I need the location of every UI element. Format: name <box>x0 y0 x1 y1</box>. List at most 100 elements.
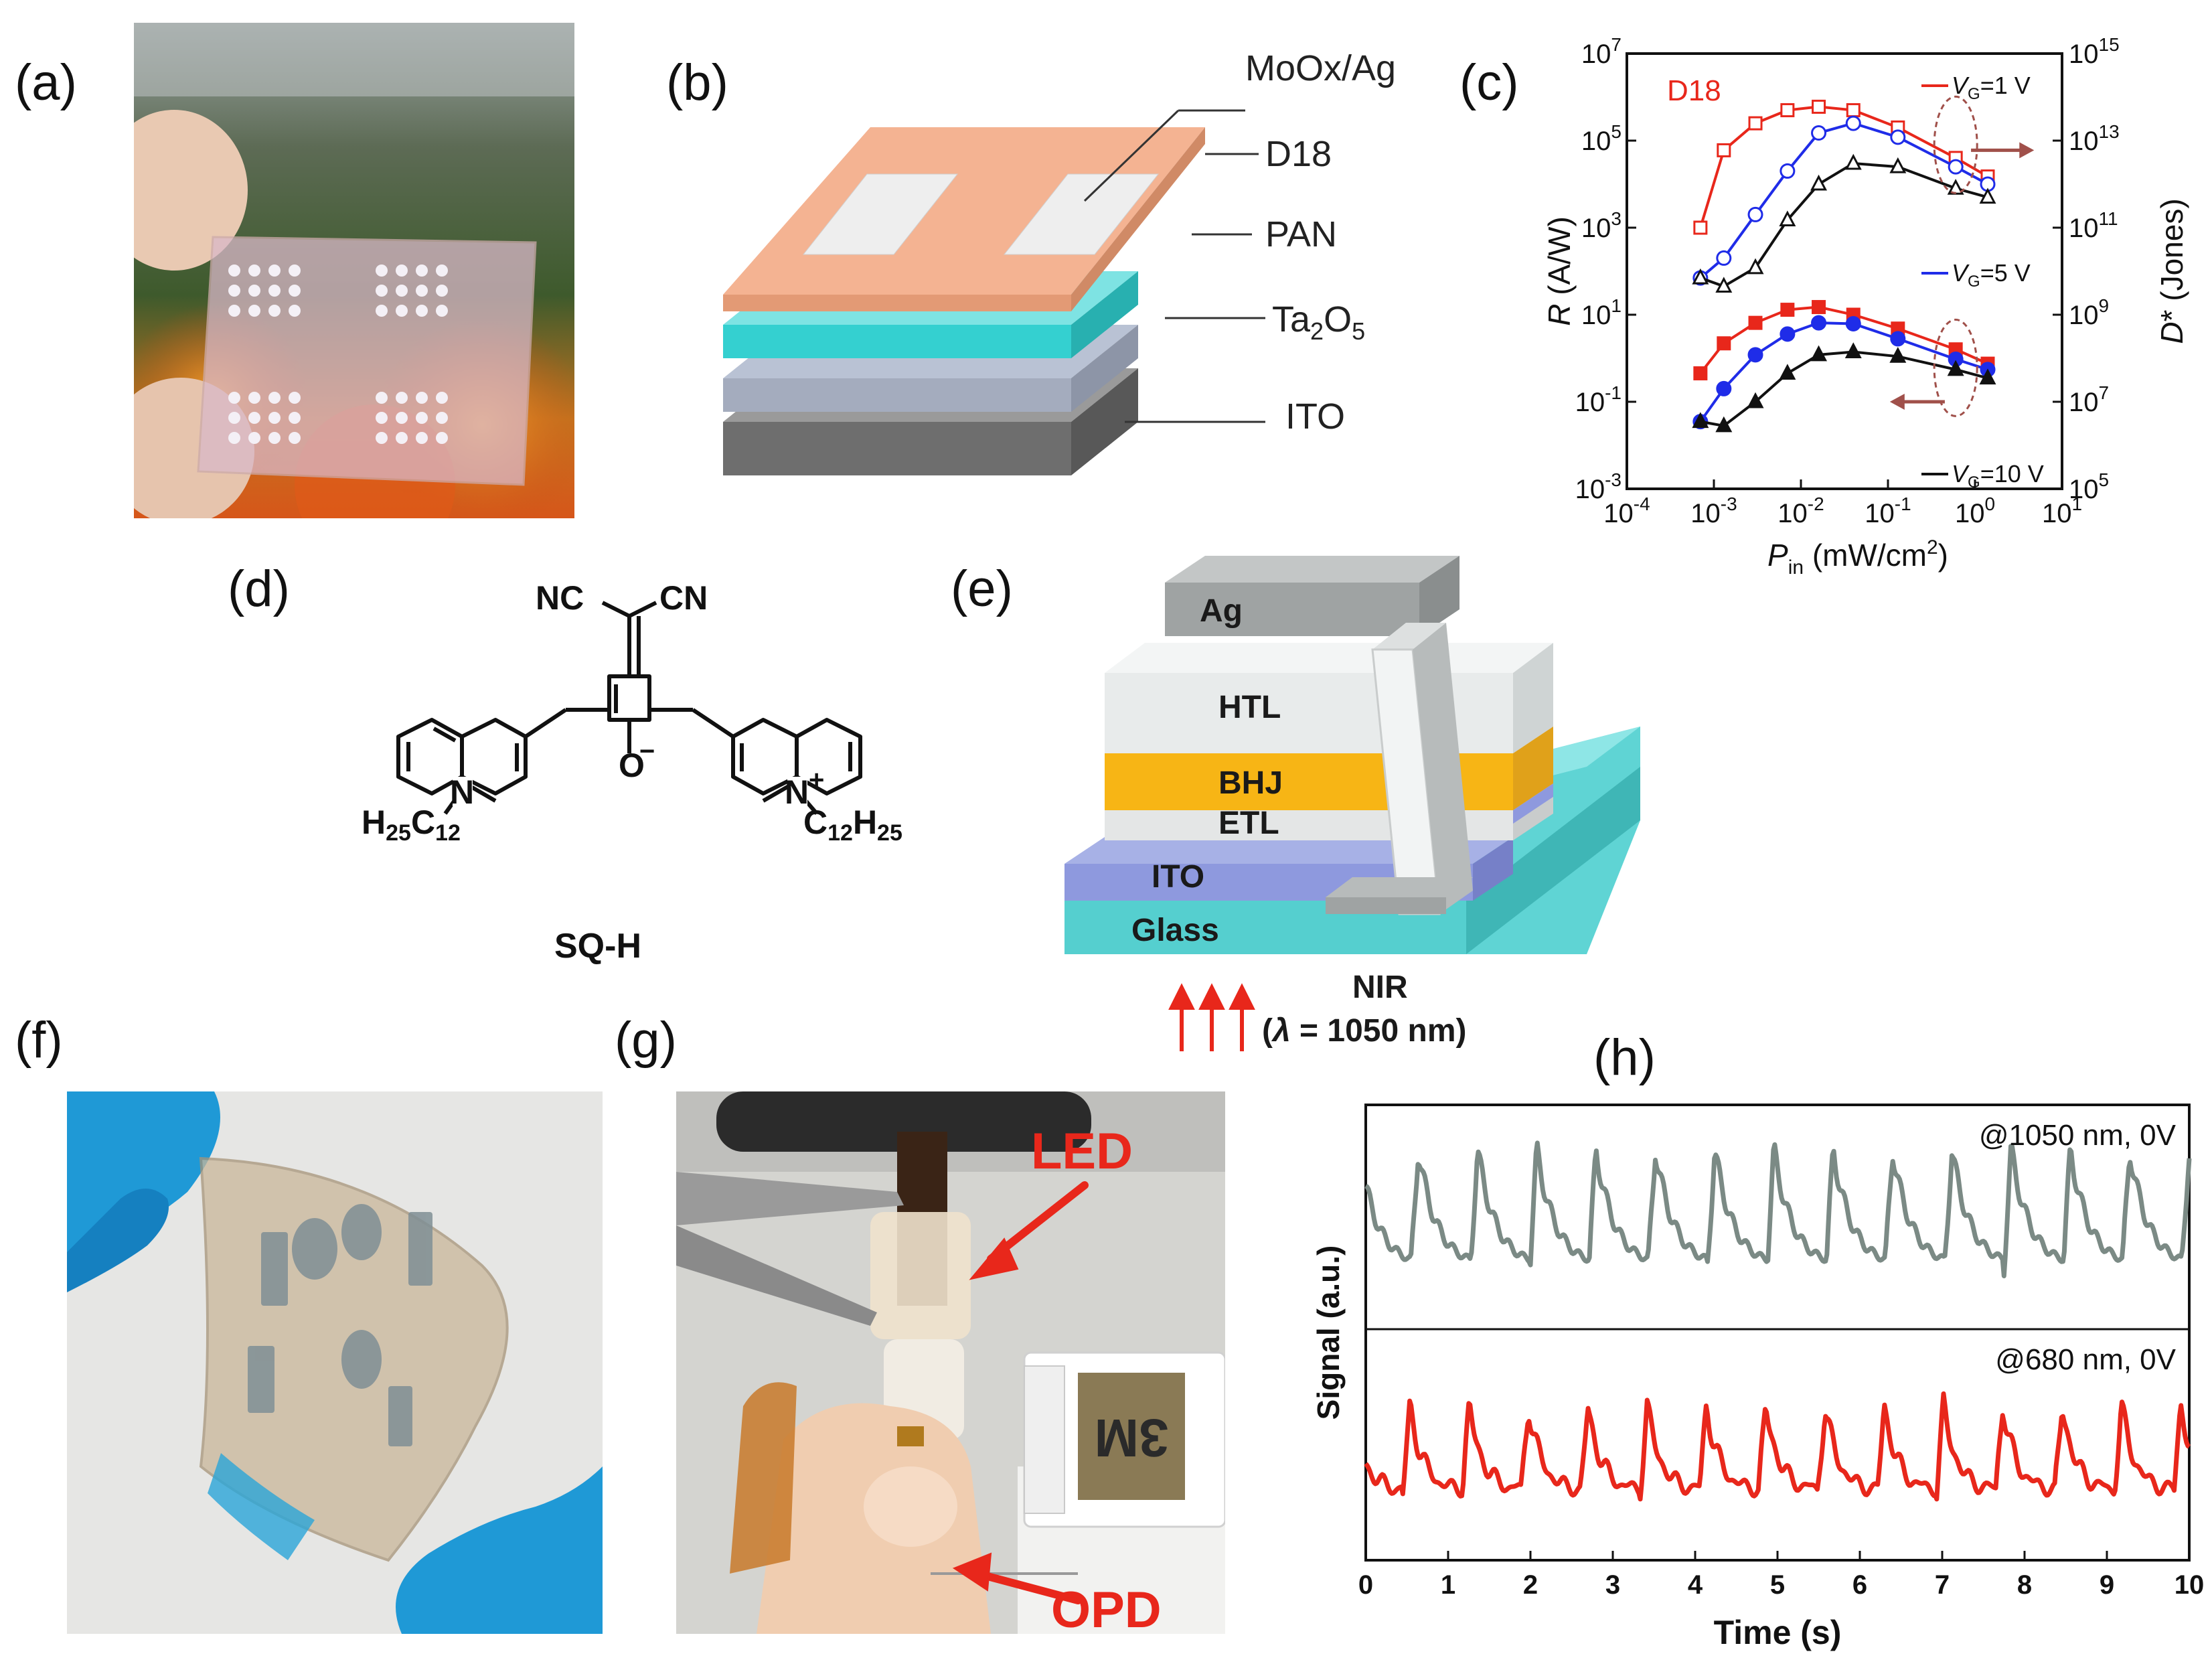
x-tick-label: 3 <box>1605 1570 1620 1600</box>
y-tick-label: 10-3 <box>1575 469 1622 504</box>
device-pixel <box>376 432 388 444</box>
data-point <box>1846 103 1861 118</box>
atom-cn: CN <box>659 579 708 617</box>
device-pixel <box>268 412 281 424</box>
data-point <box>1889 347 1907 363</box>
device-pixel <box>416 432 428 444</box>
device-pixel <box>436 432 448 444</box>
data-point <box>1844 342 1862 359</box>
device-pixel <box>289 305 301 317</box>
x-tick-label: 4 <box>1688 1570 1703 1600</box>
device-pixel <box>416 392 428 404</box>
data-point <box>1780 303 1795 317</box>
device-pixel <box>376 285 388 297</box>
device-pixel <box>228 432 240 444</box>
3m-tape <box>1078 1373 1185 1500</box>
panel-label-h: (h) <box>1593 1029 1656 1086</box>
data-point <box>1845 115 1861 131</box>
y-tick-label: 101 <box>1581 295 1622 330</box>
data-point <box>1812 300 1826 315</box>
data-point <box>1780 326 1796 342</box>
y2-tick-label: 105 <box>2069 469 2109 504</box>
data-point <box>1779 210 1796 227</box>
electrode-left <box>802 173 959 255</box>
device-pixel <box>268 432 281 444</box>
annotation-ellipse <box>1933 318 1978 417</box>
x-tick-label: 8 <box>2017 1570 2032 1600</box>
x-tick-label: 10-4 <box>1603 494 1650 528</box>
annotation-ellipse <box>1933 95 1978 194</box>
data-point <box>1811 315 1827 331</box>
device-pixel <box>268 264 281 277</box>
device-pixel <box>396 392 408 404</box>
data-point <box>1693 366 1708 381</box>
plot-frame <box>1626 52 2063 490</box>
device-pixel <box>228 412 240 424</box>
atom-o: O <box>619 747 645 784</box>
trace-label: @1050 nm, 0V <box>1979 1119 2177 1152</box>
opd-label: OPD <box>1051 1582 1162 1634</box>
data-point <box>1812 99 1826 114</box>
device-pixel <box>416 412 428 424</box>
y2-tick-label: 1011 <box>2069 208 2118 243</box>
device-pixel <box>248 264 260 277</box>
label-pan: PAN <box>1265 214 1337 254</box>
device-pixel <box>436 285 448 297</box>
panel-label-e: (e) <box>951 560 1013 617</box>
x-axis-label: Time (s) <box>1714 1614 1842 1651</box>
led-holder <box>870 1212 971 1339</box>
label-bhj: BHJ <box>1218 765 1283 801</box>
y-tick-label: 10-1 <box>1575 382 1622 417</box>
device-pixel <box>289 264 301 277</box>
label-ito: ITO <box>1285 396 1345 437</box>
nir-arrows <box>1168 983 1255 1051</box>
layer-d18 <box>723 127 1205 295</box>
panel-label-b: (b) <box>666 54 728 111</box>
x-tick-label: 10 <box>2175 1570 2205 1600</box>
y2-tick-label: 1015 <box>2069 34 2120 69</box>
chart-title: D18 <box>1667 74 1721 107</box>
led-label: LED <box>1031 1123 1133 1180</box>
data-point <box>1748 116 1763 131</box>
data-point <box>1889 157 1907 173</box>
device-pixel <box>289 285 301 297</box>
device-pixel <box>396 305 408 317</box>
probe-housing <box>716 1091 1091 1152</box>
y2-tick-label: 1013 <box>2069 121 2120 156</box>
data-point <box>1948 159 1964 175</box>
data-point <box>1748 315 1763 330</box>
device-pixel <box>248 412 260 424</box>
device-pixel <box>228 305 240 317</box>
data-point <box>1716 380 1732 396</box>
chart-signal: 0 1 2 3 4 5 6 7 8 9 10 Time (s) Signal (a.u.) @1050 n… <box>1311 1104 2205 1651</box>
atom-minus: − <box>639 737 655 766</box>
x-tick-label: 6 <box>1852 1570 1867 1600</box>
glove-top <box>67 1091 220 1252</box>
device-pixel <box>416 285 428 297</box>
device-pixel <box>268 305 281 317</box>
annotation-arrow-head <box>2019 142 2035 159</box>
panel-label-f: (f) <box>15 1012 63 1069</box>
series-line <box>1700 350 1988 428</box>
device-pixel <box>289 412 301 424</box>
x-axis-label: Pin (mW/cm2) <box>1767 536 1948 579</box>
device-pixel <box>376 392 388 404</box>
chart-responsivity: 10-4 10-3 10-2 10-1 100 10110-310-11011031051… <box>1542 34 2189 579</box>
label-glass: Glass <box>1131 913 1219 948</box>
label-wavelength: (λ = 1050 nm) <box>1262 1013 1467 1049</box>
label-moox-ag: MoOx/Ag <box>1245 48 1396 88</box>
label-ag: Ag <box>1200 593 1243 629</box>
label-nir: NIR <box>1352 970 1408 1005</box>
x-tick-label: 0 <box>1358 1570 1373 1600</box>
data-point <box>1747 347 1763 363</box>
panel-label-d: (d) <box>228 560 290 617</box>
device-pixel <box>396 285 408 297</box>
data-point <box>1692 268 1709 285</box>
annotation-arrow-head <box>1889 394 1905 410</box>
device-pixel <box>436 392 448 404</box>
device-pixel <box>396 432 408 444</box>
x-tick-label: 9 <box>2100 1570 2114 1600</box>
data-point <box>1845 315 1861 331</box>
signal-trace <box>1364 1140 2192 1278</box>
series-line <box>1699 305 1988 374</box>
